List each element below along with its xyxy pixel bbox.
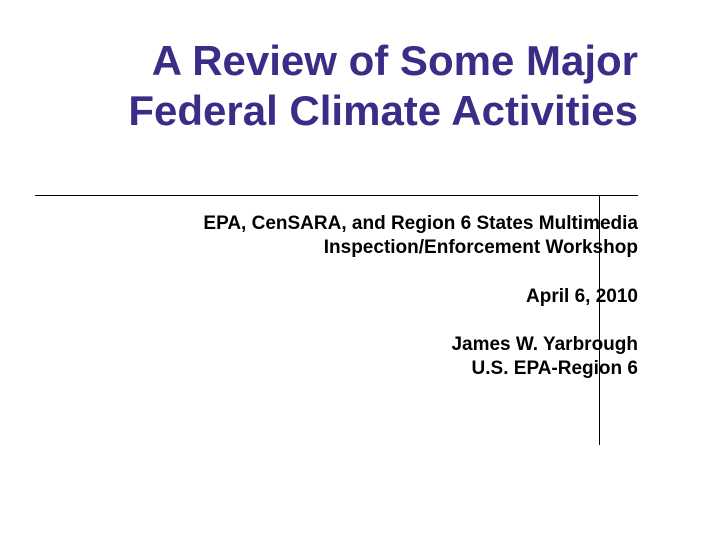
horizontal-divider	[35, 195, 638, 196]
presenter-name: James W. Yarbrough	[170, 333, 638, 357]
slide-container: A Review of Some Major Federal Climate A…	[0, 0, 720, 540]
slide-title: A Review of Some Major Federal Climate A…	[110, 36, 638, 135]
subtitle-line-1: EPA, CenSARA, and Region 6 States Multim…	[170, 212, 638, 236]
organization: U.S. EPA-Region 6	[170, 357, 638, 381]
subtitle-line-2: Inspection/Enforcement Workshop	[170, 236, 638, 260]
title-block: A Review of Some Major Federal Climate A…	[110, 36, 638, 135]
vertical-divider	[599, 195, 600, 445]
subtitle-block: EPA, CenSARA, and Region 6 States Multim…	[170, 212, 638, 382]
slide-date: April 6, 2010	[170, 285, 638, 309]
